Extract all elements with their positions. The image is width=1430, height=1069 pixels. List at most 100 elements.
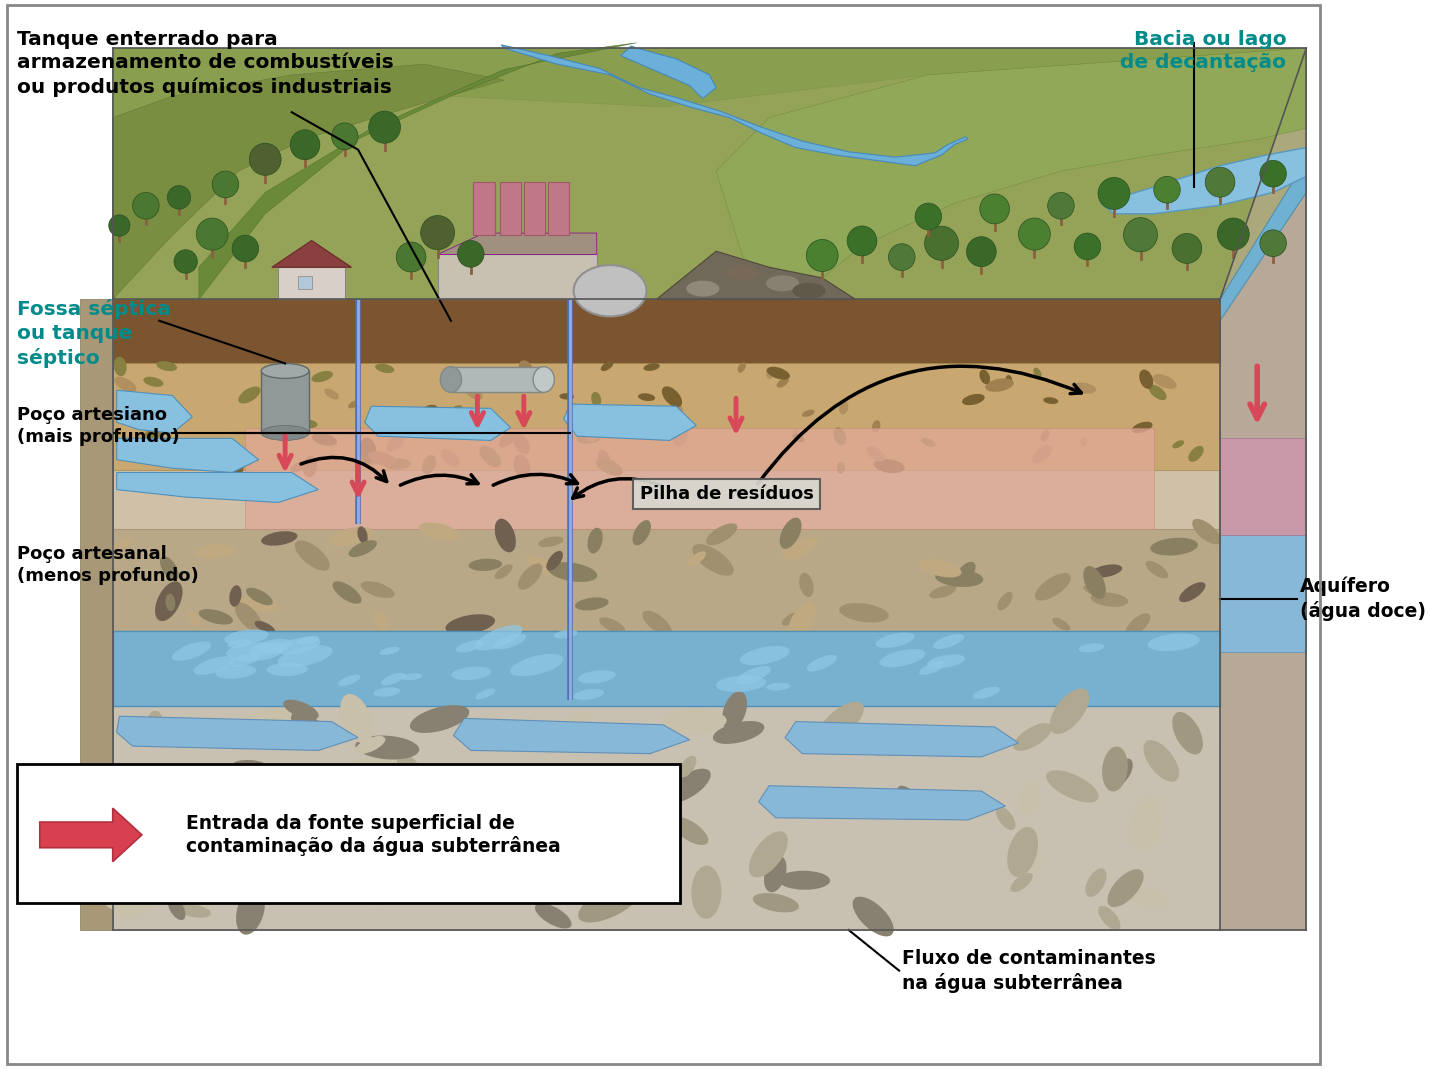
Ellipse shape [333,871,385,890]
Ellipse shape [875,633,915,648]
Ellipse shape [114,376,136,392]
Ellipse shape [535,903,572,929]
Ellipse shape [332,123,358,150]
Ellipse shape [766,275,799,291]
Ellipse shape [778,871,831,889]
Ellipse shape [379,647,400,655]
Ellipse shape [539,809,608,842]
Polygon shape [450,367,543,392]
Polygon shape [1220,160,1306,321]
Ellipse shape [985,378,1014,392]
Ellipse shape [303,455,317,478]
Ellipse shape [512,433,531,454]
Polygon shape [262,371,309,433]
Ellipse shape [262,531,297,545]
Ellipse shape [688,552,706,566]
Ellipse shape [160,556,179,580]
Ellipse shape [396,753,422,781]
Polygon shape [438,233,596,254]
Ellipse shape [559,712,592,741]
Polygon shape [117,716,358,750]
Ellipse shape [426,847,465,873]
Ellipse shape [112,538,133,551]
Ellipse shape [664,769,711,803]
Ellipse shape [1005,375,1012,385]
Ellipse shape [266,827,296,846]
Ellipse shape [239,461,252,466]
Ellipse shape [980,193,1010,223]
Ellipse shape [1080,436,1087,447]
Ellipse shape [255,621,275,634]
Ellipse shape [559,393,573,400]
Ellipse shape [356,735,419,759]
Ellipse shape [369,111,400,143]
Polygon shape [117,438,259,472]
Ellipse shape [799,573,814,598]
Ellipse shape [1131,421,1153,433]
Ellipse shape [373,687,400,697]
Ellipse shape [888,244,915,270]
Ellipse shape [776,377,789,388]
Ellipse shape [874,459,905,474]
Ellipse shape [312,371,333,383]
Ellipse shape [1144,740,1180,781]
Ellipse shape [493,634,526,649]
Ellipse shape [295,540,330,571]
Ellipse shape [859,726,884,756]
Polygon shape [438,254,596,299]
Ellipse shape [230,455,243,475]
Ellipse shape [1124,218,1157,252]
Ellipse shape [402,673,422,680]
Polygon shape [502,45,968,166]
Ellipse shape [807,239,838,272]
Polygon shape [299,276,312,289]
Ellipse shape [792,434,805,441]
Ellipse shape [290,712,329,741]
Ellipse shape [386,434,405,452]
Ellipse shape [380,672,406,685]
Ellipse shape [283,699,319,719]
Polygon shape [1220,438,1306,534]
Ellipse shape [475,625,522,651]
Ellipse shape [967,236,997,266]
Polygon shape [548,182,569,235]
Ellipse shape [526,557,558,575]
Ellipse shape [1260,160,1287,187]
Ellipse shape [782,611,801,625]
Ellipse shape [104,897,146,914]
Ellipse shape [143,376,163,387]
Polygon shape [113,706,1220,930]
Ellipse shape [642,610,672,635]
Ellipse shape [375,363,395,373]
Ellipse shape [312,433,337,446]
Ellipse shape [532,784,586,820]
Ellipse shape [1018,218,1050,250]
Ellipse shape [807,655,837,671]
Polygon shape [453,718,689,754]
Ellipse shape [752,893,799,912]
Ellipse shape [488,814,516,861]
Ellipse shape [716,676,766,692]
Ellipse shape [246,588,273,605]
Polygon shape [113,64,503,299]
Ellipse shape [573,265,646,316]
Ellipse shape [1041,430,1050,441]
Ellipse shape [1193,518,1221,544]
Ellipse shape [480,827,512,876]
Ellipse shape [257,642,285,652]
Ellipse shape [167,186,190,210]
Ellipse shape [1150,538,1198,556]
Ellipse shape [396,242,426,272]
Ellipse shape [1047,771,1098,803]
Ellipse shape [792,430,802,439]
Ellipse shape [548,562,598,582]
Ellipse shape [818,701,864,742]
Ellipse shape [662,710,726,733]
Ellipse shape [290,461,307,472]
Ellipse shape [420,216,455,250]
Ellipse shape [834,428,847,445]
Ellipse shape [712,721,765,744]
Ellipse shape [1011,873,1032,892]
Ellipse shape [446,405,463,420]
Ellipse shape [872,420,881,432]
